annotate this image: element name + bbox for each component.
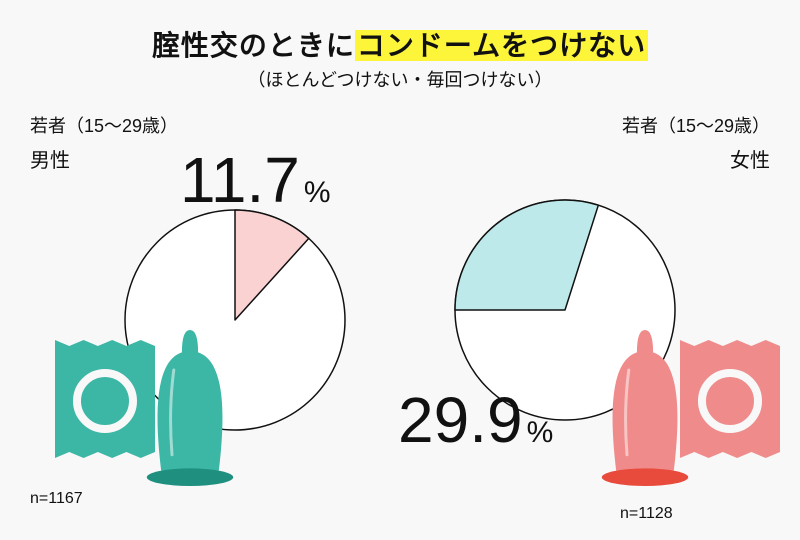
female-percent-unit: % bbox=[527, 416, 554, 449]
female-percent: 29.9% bbox=[398, 388, 553, 452]
female-percent-value: 29.9 bbox=[398, 384, 523, 456]
condom-icon bbox=[600, 330, 690, 490]
female-n-label: n=1128 bbox=[620, 505, 673, 523]
infographic-stage: 腟性交のときにコンドームをつけない （ほとんどつけない・毎回つけない） 若者（1… bbox=[0, 0, 800, 540]
condom-wrapper-icon bbox=[680, 340, 780, 458]
